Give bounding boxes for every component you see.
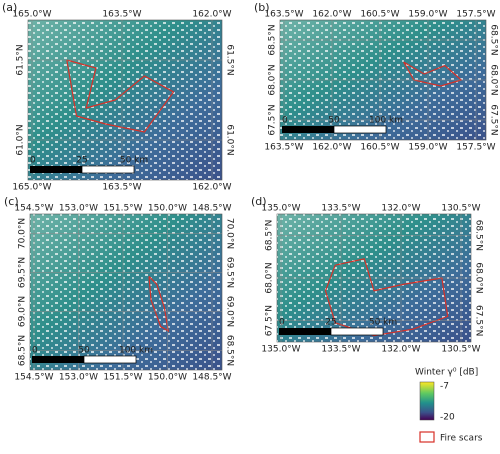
lat-label-right: 68.5°N xyxy=(225,335,235,366)
lat-label-left: 61.5°N xyxy=(16,44,26,75)
panel-label: (c) xyxy=(4,195,19,208)
scale-label: 25 xyxy=(325,318,336,328)
scale-label: 0 xyxy=(279,318,285,328)
scale-bar-black xyxy=(30,166,82,173)
lat-label-right: 68.5°N xyxy=(489,24,499,55)
colorbar-max: -7 xyxy=(440,382,449,392)
scale-bar-white xyxy=(81,165,135,174)
scale-bar-black xyxy=(282,126,334,133)
lon-label-bottom: 163.5°W xyxy=(102,183,141,193)
legend-title: Winter γ⁰ [dB] xyxy=(415,368,478,378)
lon-label-bottom: 130.5°W xyxy=(441,345,480,355)
lat-label-right: 68.0°N xyxy=(489,64,499,95)
lon-label-bottom: 132.0°W xyxy=(381,345,420,355)
map-texture xyxy=(28,20,222,180)
lon-label-top: 159.0°W xyxy=(408,10,447,20)
fire-legend-swatch xyxy=(419,431,435,443)
lat-label-left: 68.5°N xyxy=(18,335,28,366)
lon-label-bottom: 151.5°W xyxy=(103,373,142,383)
panel-label: (d) xyxy=(251,195,267,208)
scale-bar-white xyxy=(330,327,384,336)
lon-label-top: 163.5°W xyxy=(102,10,141,20)
lon-label-bottom: 154.5°W xyxy=(14,373,53,383)
lon-label-top: 135.0°W xyxy=(261,204,300,214)
colorbar xyxy=(419,381,435,421)
lat-label-right: 61.5°N xyxy=(225,44,235,75)
scale-bar-black xyxy=(32,356,84,363)
scale-label: 0 xyxy=(282,116,288,126)
lon-label-top: 154.5°W xyxy=(14,204,53,214)
lat-label-right: 61.0°N xyxy=(225,124,235,155)
lon-label-bottom: 148.5°W xyxy=(192,373,231,383)
lat-label-left: 69.0°N xyxy=(18,296,28,327)
lon-label-top: 160.5°W xyxy=(360,10,399,20)
lon-label-top: 163.5°W xyxy=(264,10,303,20)
lat-label-left: 68.0°N xyxy=(265,262,275,293)
scale-label: 100 km xyxy=(369,116,403,126)
lat-label-left: 70.0°N xyxy=(18,218,28,249)
map-texture xyxy=(30,214,222,370)
scale-label: 50 km xyxy=(369,318,397,328)
lat-label-left: 68.5°N xyxy=(268,24,278,55)
scale-label: 100 km xyxy=(119,346,153,356)
lon-label-bottom: 159.0°W xyxy=(408,143,447,153)
lon-label-bottom: 135.0°W xyxy=(261,345,300,355)
lat-label-left: 67.5°N xyxy=(265,305,275,336)
lon-label-bottom: 157.5°W xyxy=(456,143,495,153)
lon-label-bottom: 162.0°W xyxy=(192,183,231,193)
scale-label: 0 xyxy=(30,156,36,166)
scale-bar-white xyxy=(83,355,137,364)
lat-label-left: 61.0°N xyxy=(16,124,26,155)
lon-label-top: 150.0°W xyxy=(148,204,187,214)
lat-label-right: 67.5°N xyxy=(489,104,499,135)
lon-label-top: 153.0°W xyxy=(59,204,98,214)
lon-label-bottom: 160.5°W xyxy=(360,143,399,153)
lon-label-top: 132.0°W xyxy=(381,204,420,214)
fire-scar xyxy=(148,275,170,333)
fire-legend-label: Fire scars xyxy=(440,434,483,444)
lat-label-right: 68.0°N xyxy=(474,262,484,293)
scale-label: 50 xyxy=(328,116,340,126)
lon-label-bottom: 133.5°W xyxy=(321,345,360,355)
lon-label-top: 157.5°W xyxy=(456,10,495,20)
lon-label-top: 151.5°W xyxy=(103,204,142,214)
lat-label-right: 67.5°N xyxy=(474,305,484,336)
lon-label-top: 148.5°W xyxy=(192,204,231,214)
lat-label-left: 68.5°N xyxy=(265,220,275,251)
fire-scar xyxy=(66,59,175,133)
panel-label: (a) xyxy=(2,1,17,14)
lon-label-bottom: 150.0°W xyxy=(148,373,187,383)
lat-label-right: 70.0°N xyxy=(225,218,235,249)
scale-bar-white xyxy=(333,125,387,134)
fire-scar xyxy=(324,258,449,337)
colorbar-min: -20 xyxy=(440,413,455,423)
scale-label: 50 xyxy=(78,346,90,356)
lon-label-top: 133.5°W xyxy=(321,204,360,214)
scale-label: 50 km xyxy=(120,156,148,166)
lon-label-top: 162.0°W xyxy=(312,10,351,20)
scale-label: 25 xyxy=(76,156,87,166)
lat-label-right: 68.5°N xyxy=(474,220,484,251)
lat-label-right: 69.0°N xyxy=(225,296,235,327)
lat-label-right: 69.5°N xyxy=(225,257,235,288)
lon-label-top: 162.0°W xyxy=(192,10,231,20)
lat-label-left: 69.5°N xyxy=(18,257,28,288)
lon-label-bottom: 162.0°W xyxy=(312,143,351,153)
lon-label-bottom: 163.5°W xyxy=(264,143,303,153)
lon-label-bottom: 165.0°W xyxy=(12,183,51,193)
lon-label-top: 130.5°W xyxy=(441,204,480,214)
lon-label-top: 165.0°W xyxy=(12,10,51,20)
lat-label-left: 68.0°N xyxy=(268,64,278,95)
panel-label: (b) xyxy=(254,1,270,14)
lat-label-left: 67.5°N xyxy=(268,104,278,135)
scale-label: 0 xyxy=(32,346,38,356)
scale-bar-black xyxy=(279,328,331,335)
lon-label-bottom: 153.0°W xyxy=(59,373,98,383)
